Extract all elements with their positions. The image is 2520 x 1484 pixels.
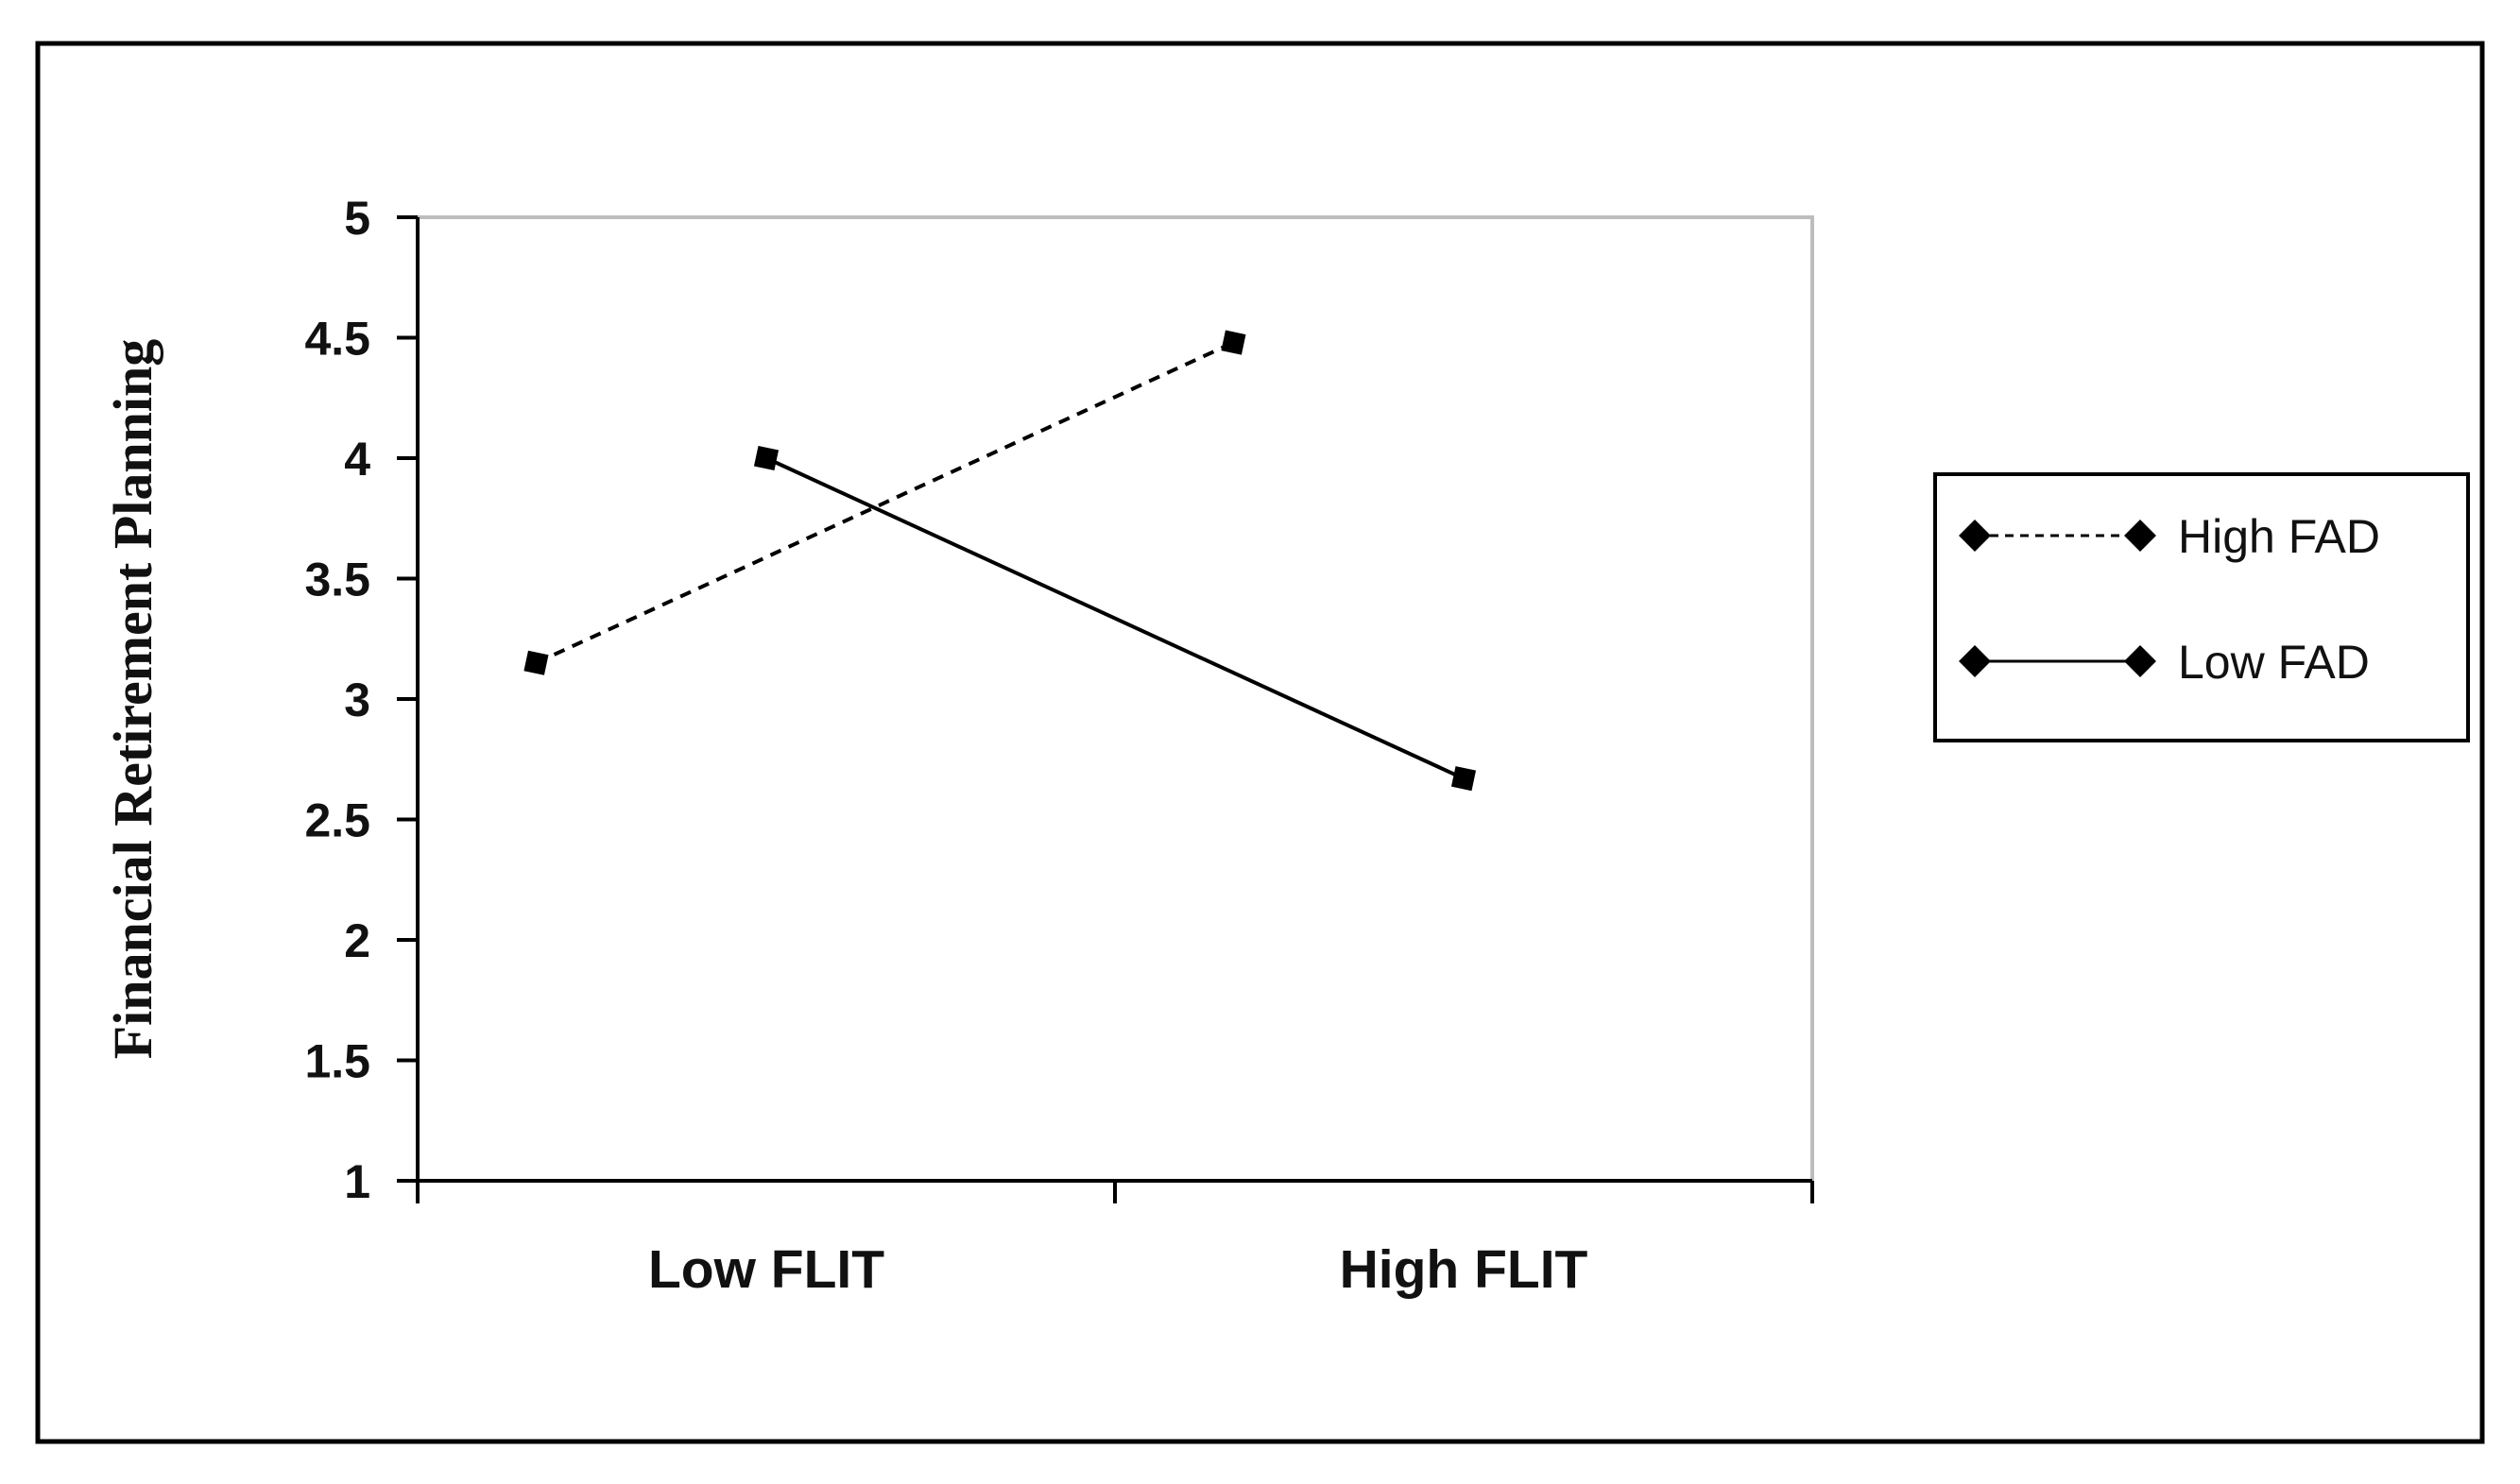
x-category-label: Low FLIT xyxy=(648,1239,884,1300)
y-tick-label: 1 xyxy=(344,1155,370,1208)
data-point-high-fad xyxy=(523,650,549,675)
series-layer xyxy=(523,330,1477,792)
y-tick-label: 3.5 xyxy=(304,554,370,606)
data-point-high-fad xyxy=(1221,330,1246,355)
series-line-low-fad xyxy=(765,456,1465,780)
series-line-high-fad xyxy=(535,340,1235,665)
data-point-low-fad xyxy=(1450,766,1477,792)
legend-label: Low FAD xyxy=(2178,636,2370,689)
x-axis-ticks: Low FLIT High FLIT xyxy=(416,1181,1814,1300)
legend-box xyxy=(1933,472,2470,742)
data-point-low-fad xyxy=(753,445,780,471)
y-tick-label: 3 xyxy=(344,674,370,726)
x-category-label: High FLIT xyxy=(1340,1239,1588,1300)
y-tick-label: 2.5 xyxy=(304,794,370,847)
y-tick-label: 4.5 xyxy=(304,313,370,366)
y-tick-label: 4 xyxy=(344,433,370,486)
y-tick-label: 1.5 xyxy=(304,1035,370,1088)
y-tick-label: 5 xyxy=(344,192,370,245)
y-axis-title: Financial Retirement Planning xyxy=(102,339,163,1060)
legend-label: High FAD xyxy=(2178,510,2380,563)
y-tick-label: 2 xyxy=(344,914,370,967)
legend: High FAD Low FAD xyxy=(1933,472,2470,742)
y-axis-ticks: 1 1.5 2 2.5 3 3.5 4 4.5 5 xyxy=(304,192,418,1208)
